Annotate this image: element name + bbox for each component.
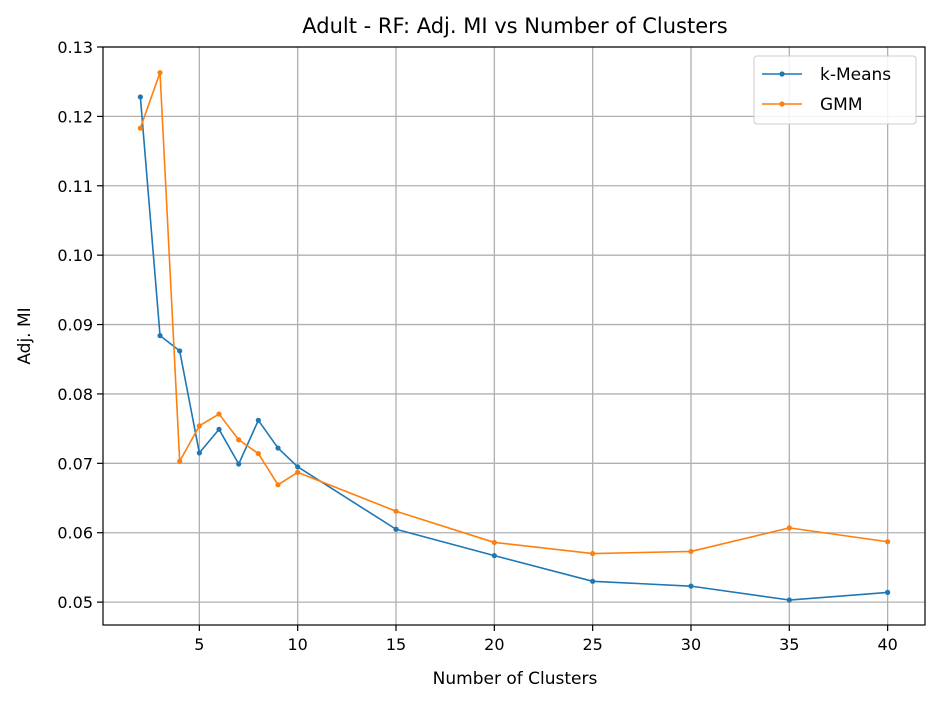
y-axis-title: Adj. MI xyxy=(15,307,35,364)
data-point xyxy=(157,333,163,339)
legend-label: GMM xyxy=(820,95,863,115)
data-point xyxy=(393,508,399,514)
data-point xyxy=(295,464,301,470)
axes-frame xyxy=(102,46,926,626)
data-point xyxy=(393,526,399,532)
x-tick-label: 10 xyxy=(288,635,308,654)
x-tick-label: 30 xyxy=(681,635,701,654)
x-tick-label: 20 xyxy=(484,635,504,654)
x-tick-label: 40 xyxy=(877,635,897,654)
data-point xyxy=(885,589,891,595)
grid xyxy=(103,46,925,625)
data-point xyxy=(786,597,792,603)
data-point xyxy=(491,539,497,546)
data-point xyxy=(196,423,202,429)
series-1 xyxy=(137,70,891,557)
data-point xyxy=(137,94,143,100)
data-point xyxy=(216,411,222,417)
data-point xyxy=(137,125,143,131)
y-tick-label: 0.10 xyxy=(57,246,93,265)
x-tick-label: 5 xyxy=(194,635,204,654)
y-tick-label: 0.12 xyxy=(57,107,93,126)
legend-label: k-Means xyxy=(820,65,891,85)
y-tick-label: 0.07 xyxy=(57,454,93,473)
data-point xyxy=(236,437,242,443)
legend: k-Means GMM xyxy=(753,55,917,125)
series-0 xyxy=(137,94,891,603)
data-point xyxy=(688,583,694,589)
x-tick-label: 15 xyxy=(386,635,406,654)
legend-swatch-marker xyxy=(779,101,785,107)
data-point xyxy=(590,550,596,557)
y-tick-label: 0.13 xyxy=(57,38,93,57)
data-point xyxy=(236,461,242,467)
y-tick-label: 0.06 xyxy=(57,524,93,543)
data-point xyxy=(295,469,301,475)
data-point xyxy=(275,445,281,451)
x-tick-label: 25 xyxy=(582,635,602,654)
y-tick-label: 0.09 xyxy=(57,316,93,335)
y-tick-label: 0.05 xyxy=(57,593,93,612)
data-point xyxy=(177,458,183,464)
legend-box xyxy=(753,55,917,125)
data-point xyxy=(688,548,694,555)
x-axis-title: Number of Clusters xyxy=(433,669,598,689)
ticks: 5 10 15 20 25 30 35 40 0.05 0.06 0.07 0.08 0.09 0.10 0… xyxy=(57,38,897,654)
data-point xyxy=(157,70,163,76)
data-point xyxy=(786,525,792,531)
data-point xyxy=(255,451,261,457)
y-tick-label: 0.11 xyxy=(57,177,93,196)
data-point xyxy=(491,553,497,559)
series-layer xyxy=(137,70,891,603)
y-tick-label: 0.08 xyxy=(57,385,93,404)
x-tick-label: 35 xyxy=(779,635,799,654)
data-point xyxy=(196,450,202,456)
legend-swatch-marker xyxy=(779,71,785,77)
data-point xyxy=(275,482,281,488)
data-point xyxy=(255,417,261,423)
data-point xyxy=(177,348,183,354)
data-point xyxy=(885,539,891,545)
data-point xyxy=(216,426,222,432)
chart-title: Adult - RF: Adj. MI vs Number of Cluster… xyxy=(302,14,727,38)
data-point xyxy=(590,578,596,584)
